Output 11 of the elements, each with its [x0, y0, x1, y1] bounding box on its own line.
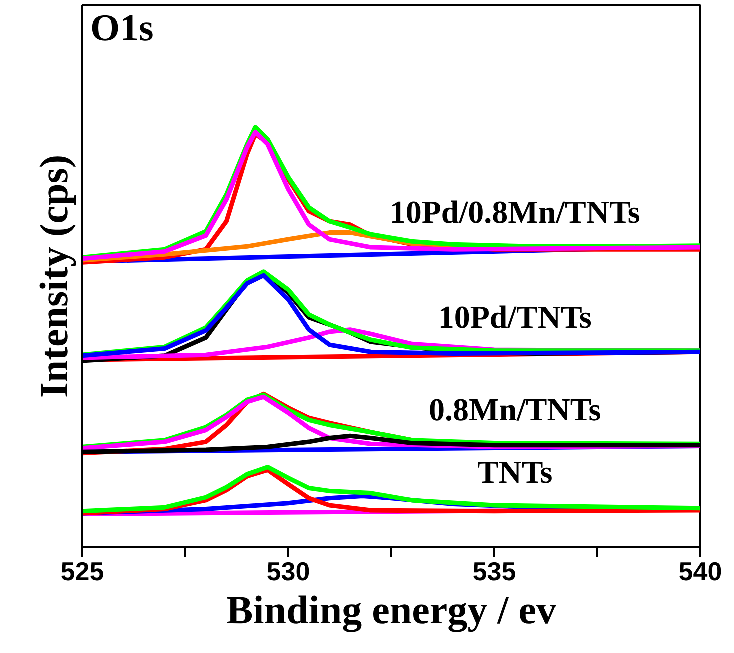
x-tick-label: 530	[266, 556, 310, 586]
x-tick-label: 525	[60, 556, 104, 586]
series-label: TNTs	[477, 454, 553, 490]
x-axis-title: Binding energy / ev	[226, 588, 557, 632]
series-label: 10Pd/0.8Mn/TNTs	[390, 194, 640, 230]
x-tick-label: 535	[472, 556, 516, 586]
x-tick-label: 540	[678, 556, 722, 586]
y-axis-title: Intensity (cps)	[32, 154, 76, 398]
series-label: 10Pd/TNTs	[438, 298, 592, 335]
chart-title: O1s	[90, 8, 154, 50]
series-label: 0.8Mn/TNTs	[429, 391, 602, 428]
